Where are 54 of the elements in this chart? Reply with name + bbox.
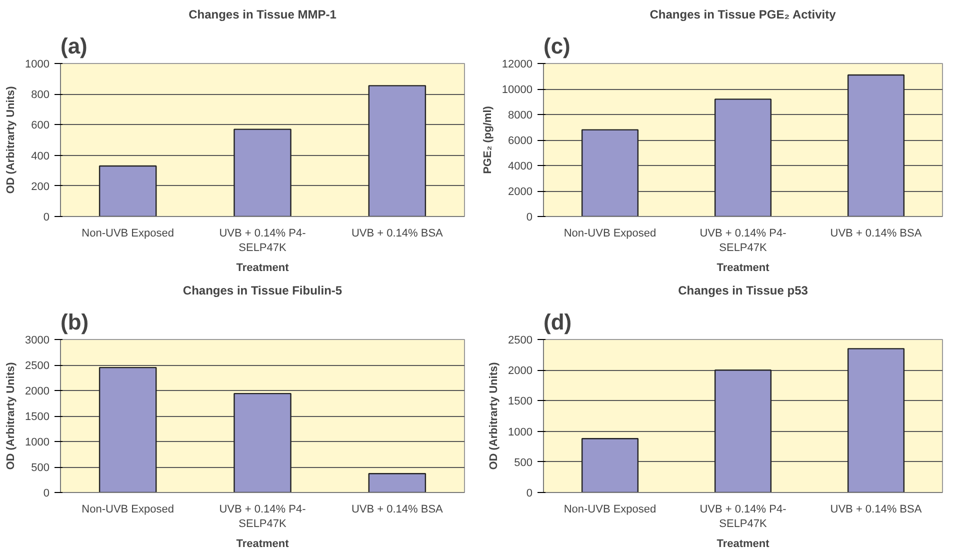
text: (b) xyxy=(60,310,89,334)
x-tick-label: UVB + 0.14% P4-SELP47K xyxy=(700,228,787,254)
y-tick-label: 0 xyxy=(43,488,50,500)
y-axis-title: PGE₂ (pg/ml) xyxy=(482,106,494,174)
y-tick-label: 500 xyxy=(31,462,50,474)
x-tick-label: Non-UVB Exposed xyxy=(82,228,174,240)
chart-title: Changes in Tissue PGE₂ Activity xyxy=(650,8,836,22)
y-tick-label: 2500 xyxy=(508,334,533,346)
x-tick-label: UVB + 0.14% BSA xyxy=(351,504,444,516)
y-tick-label: 3000 xyxy=(25,334,50,346)
y-tick-label: 2500 xyxy=(25,360,50,372)
x-tick-label: UVB + 0.14% BSA xyxy=(830,228,922,240)
y-tick-label: 8000 xyxy=(508,110,533,122)
x-axis-title: Treatment xyxy=(716,538,770,550)
y-tick-label: 6000 xyxy=(508,135,533,147)
y-tick-label: 2000 xyxy=(508,186,533,198)
x-tick-label: UVB + 0.14% P4-SELP47K xyxy=(219,504,306,530)
text: (a) xyxy=(60,34,88,58)
y-tick-label: 0 xyxy=(43,212,50,224)
x-tick-label: UVB + 0.14% P4-SELP47K xyxy=(219,228,306,254)
x-tick-label: UVB + 0.14% BSA xyxy=(351,228,444,240)
x-tick-label: Non-UVB Exposed xyxy=(564,504,656,516)
x-axis-title: Treatment xyxy=(716,262,770,274)
text: (c) xyxy=(544,34,570,58)
y-axis-title: OD (Arbitrarty Units) xyxy=(5,86,18,194)
y-tick-label: 600 xyxy=(31,120,50,132)
chart-title: Changes in Tissue MMP-1 xyxy=(188,8,337,22)
y-tick-label: 10000 xyxy=(502,84,533,96)
y-tick-label: 2000 xyxy=(25,386,50,398)
y-tick-label: 1000 xyxy=(25,436,50,448)
text: (d) xyxy=(544,310,572,334)
y-tick-label: 2000 xyxy=(508,365,533,378)
x-axis-title: Treatment xyxy=(236,262,290,274)
y-tick-label: 4000 xyxy=(508,160,533,172)
y-tick-label: 1000 xyxy=(25,58,50,70)
y-tick-label: 12000 xyxy=(502,58,533,70)
x-axis-title: Treatment xyxy=(236,538,290,550)
y-axis-title: OD (Arbitrarty Units) xyxy=(488,362,500,470)
y-tick-label: 1500 xyxy=(25,411,50,423)
y-tick-label: 200 xyxy=(31,180,50,193)
y-tick-label: 500 xyxy=(514,456,533,469)
y-tick-label: 1000 xyxy=(508,426,533,438)
x-tick-label: UVB + 0.14% P4-SELP47K xyxy=(700,504,787,530)
y-tick-label: 0 xyxy=(526,212,533,224)
y-tick-label: 0 xyxy=(526,488,533,500)
y-tick-label: 400 xyxy=(31,150,50,162)
y-tick-label: 800 xyxy=(31,89,50,102)
x-tick-label: UVB + 0.14% BSA xyxy=(830,504,922,516)
chart-title: Changes in Tissue p53 xyxy=(678,284,808,298)
x-tick-label: Non-UVB Exposed xyxy=(564,228,656,240)
y-axis-title: OD (Arbitrarty Units) xyxy=(5,362,18,470)
x-tick-label: Non-UVB Exposed xyxy=(82,504,174,516)
chart-title: Changes in Tissue Fibulin-5 xyxy=(182,284,342,298)
y-tick-label: 1500 xyxy=(508,396,533,408)
